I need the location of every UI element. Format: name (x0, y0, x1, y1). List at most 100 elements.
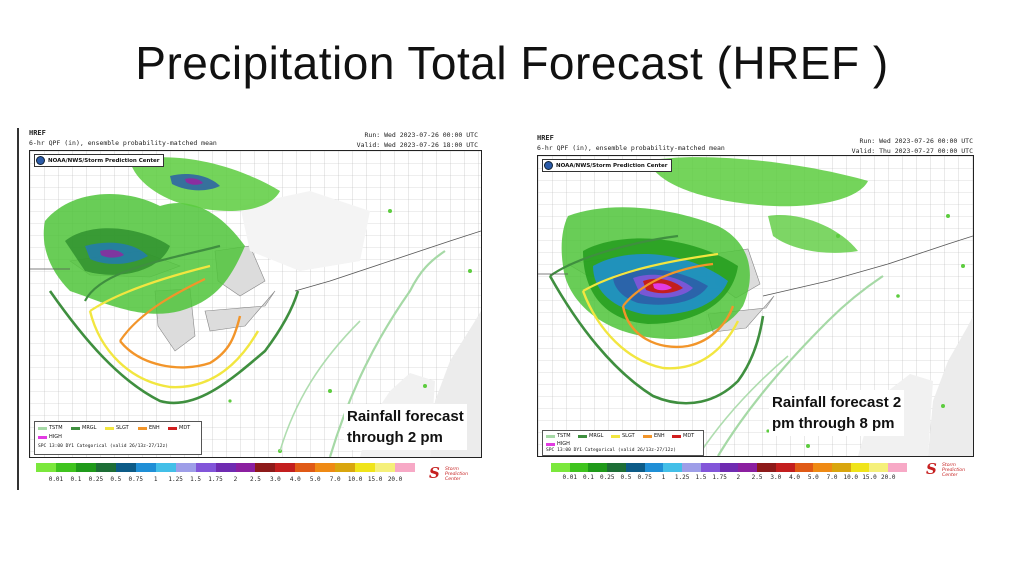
colorbar-swatch (255, 463, 276, 472)
spc-logo: S Storm Prediction Center (926, 460, 966, 478)
colorbar-swatch (195, 463, 216, 472)
outlook-legend: TSTM MRGL SLGT ENH MDT HIGH SPC 13:00 DY… (34, 421, 202, 455)
colorbar-swatch (625, 463, 645, 472)
outlook-caption: SPC 13:00 DY1 Categorical (valid 26/13z-… (546, 448, 676, 453)
run-time: Run: Wed 2023-07-26 00:00 UTC (364, 131, 479, 139)
colorbar-swatch (55, 463, 76, 472)
qpf-map: NOAA/NWS/Storm Prediction Center TSTM MR… (537, 155, 974, 457)
colorbar-swatch (395, 463, 416, 472)
colorbar-tick-label: 5.0 (309, 476, 321, 483)
legend-slgt: SLGT (611, 433, 635, 439)
agency-badge: NOAA/NWS/Storm Prediction Center (542, 159, 673, 172)
colorbar-tick-label: 3.0 (770, 474, 782, 481)
colorbar-swatch (175, 463, 196, 472)
colorbar-tick-label: 7.0 (826, 474, 838, 481)
agency-label: NOAA/NWS/Storm Prediction Center (556, 162, 668, 169)
agency-badge: NOAA/NWS/Storm Prediction Center (34, 154, 165, 167)
colorbar-tick-label: 2 (233, 476, 238, 483)
qpf-map-graphic (538, 156, 973, 456)
annotation-line-1: Rainfall forecast 2 (772, 394, 902, 411)
slide-title: Precipitation Total Forecast (HREF ) (135, 37, 889, 89)
colorbar-swatch (850, 463, 870, 472)
colorbar-swatch (644, 463, 664, 472)
colorbar-swatch (813, 463, 833, 472)
outlook-legend: TSTM MRGL SLGT ENH MDT HIGH SPC 13:00 DY… (542, 430, 704, 456)
colorbar-swatch (607, 463, 626, 472)
colorbar-swatch (869, 463, 889, 472)
legend-mdt: MDT (672, 433, 694, 439)
legend-slgt-swatch (105, 426, 114, 430)
colorbar-swatch (215, 463, 236, 472)
legend-high-swatch (546, 442, 555, 446)
colorbar-tick-label: 0.01 (48, 476, 64, 483)
colorbar-swatch (315, 463, 336, 472)
noaa-logo-icon (544, 161, 553, 170)
run-time: Run: Wed 2023-07-26 00:00 UTC (859, 137, 974, 145)
colorbar-tick-label: 1.5 (190, 476, 201, 483)
colorbar-tick-label: 2 (736, 474, 741, 481)
annotation-box: Rainfall forecast 2 pm through 8 pm (769, 390, 905, 436)
colorbar-tick-label: 1.75 (712, 474, 727, 481)
colorbar-swatch (235, 463, 256, 472)
agency-label: NOAA/NWS/Storm Prediction Center (48, 157, 160, 164)
colorbar-tick-label: 10.0 (843, 474, 859, 481)
legend-mdt: MDT (168, 425, 190, 431)
outlook-caption: SPC 13:00 DY1 Categorical (valid 26/13z-… (38, 444, 168, 449)
colorbar-tick-label: 0.1 (70, 476, 82, 483)
colorbar-labels: 0.01 0.1 0.25 0.5 0.75 1 1.25 1.5 1.75 2 2.5 3.0 4.0… (551, 474, 907, 483)
colorbar-tick-label: 1.25 (168, 476, 183, 483)
colorbar-swatch (775, 463, 795, 472)
colorbar-swatch (663, 463, 683, 472)
legend-tstm-swatch (546, 434, 555, 438)
colorbar-swatch (700, 463, 720, 472)
legend-mrgl: MRGL (71, 425, 96, 431)
colorbar-swatch (36, 463, 56, 472)
colorbar-swatch (757, 463, 776, 472)
colorbar-tick-label: 0.25 (599, 474, 615, 481)
colorbar-tick-label: 3.0 (269, 476, 281, 483)
legend-mrgl-swatch (578, 434, 587, 438)
colorbar-swatch (135, 463, 156, 472)
legend-enh: ENH (138, 425, 160, 431)
colorbar-tick-label: 2.5 (751, 474, 763, 481)
colorbar-swatch (75, 463, 96, 472)
colorbar-swatch (115, 463, 136, 472)
colorbar-tick-label: 1.5 (695, 474, 707, 481)
legend-mrgl-swatch (71, 426, 80, 430)
colorbar-tick-label: 0.25 (88, 476, 104, 483)
colorbar-swatch (551, 463, 570, 472)
colorbar-tick-label: 0.5 (620, 474, 632, 481)
product-label: 6-hr QPF (in), ensemble probability-matc… (537, 144, 725, 152)
legend-enh-swatch (138, 426, 147, 430)
legend-mdt-swatch (168, 426, 177, 430)
model-label: HREF (29, 129, 46, 137)
colorbar-tick-label: 15.0 (367, 476, 383, 483)
colorbar-swatch (295, 463, 316, 472)
colorbar-tick-label: 1 (661, 474, 666, 481)
colorbar-swatch (375, 463, 396, 472)
product-label: 6-hr QPF (in), ensemble probability-matc… (29, 139, 217, 147)
colorbar-tick-label: 0.75 (637, 474, 652, 481)
colorbar-swatch (719, 463, 739, 472)
colorbar-tick-label: 1 (153, 476, 158, 483)
colorbar (551, 463, 907, 472)
legend-mdt-swatch (672, 434, 681, 438)
valid-time: Valid: Wed 2023-07-26 18:00 UTC (356, 141, 478, 149)
colorbar-swatch (569, 463, 589, 472)
colorbar-tick-label: 7.0 (329, 476, 341, 483)
colorbar-tick-label: 15.0 (862, 474, 877, 481)
annotation-line-2: pm through 8 pm (772, 415, 895, 432)
colorbar-swatch (155, 463, 176, 472)
colorbar-tick-label: 4.0 (289, 476, 301, 483)
colorbar-swatch (588, 463, 608, 472)
colorbar-swatch (832, 463, 851, 472)
colorbar-tick-label: 2.5 (249, 476, 261, 483)
legend-slgt: SLGT (105, 425, 129, 431)
colorbar-labels: 0.01 0.1 0.25 0.5 0.75 1 1.25 1.5 1.75 2 2.5 3.0 4.0… (36, 476, 415, 486)
colorbar-swatch (355, 463, 376, 472)
colorbar-tick-label: 0.01 (562, 474, 577, 481)
colorbar-tick-label: 20.0 (387, 476, 403, 483)
colorbar-swatch (682, 463, 701, 472)
colorbar-tick-label: 0.75 (128, 476, 143, 483)
legend-slgt-swatch (611, 434, 620, 438)
